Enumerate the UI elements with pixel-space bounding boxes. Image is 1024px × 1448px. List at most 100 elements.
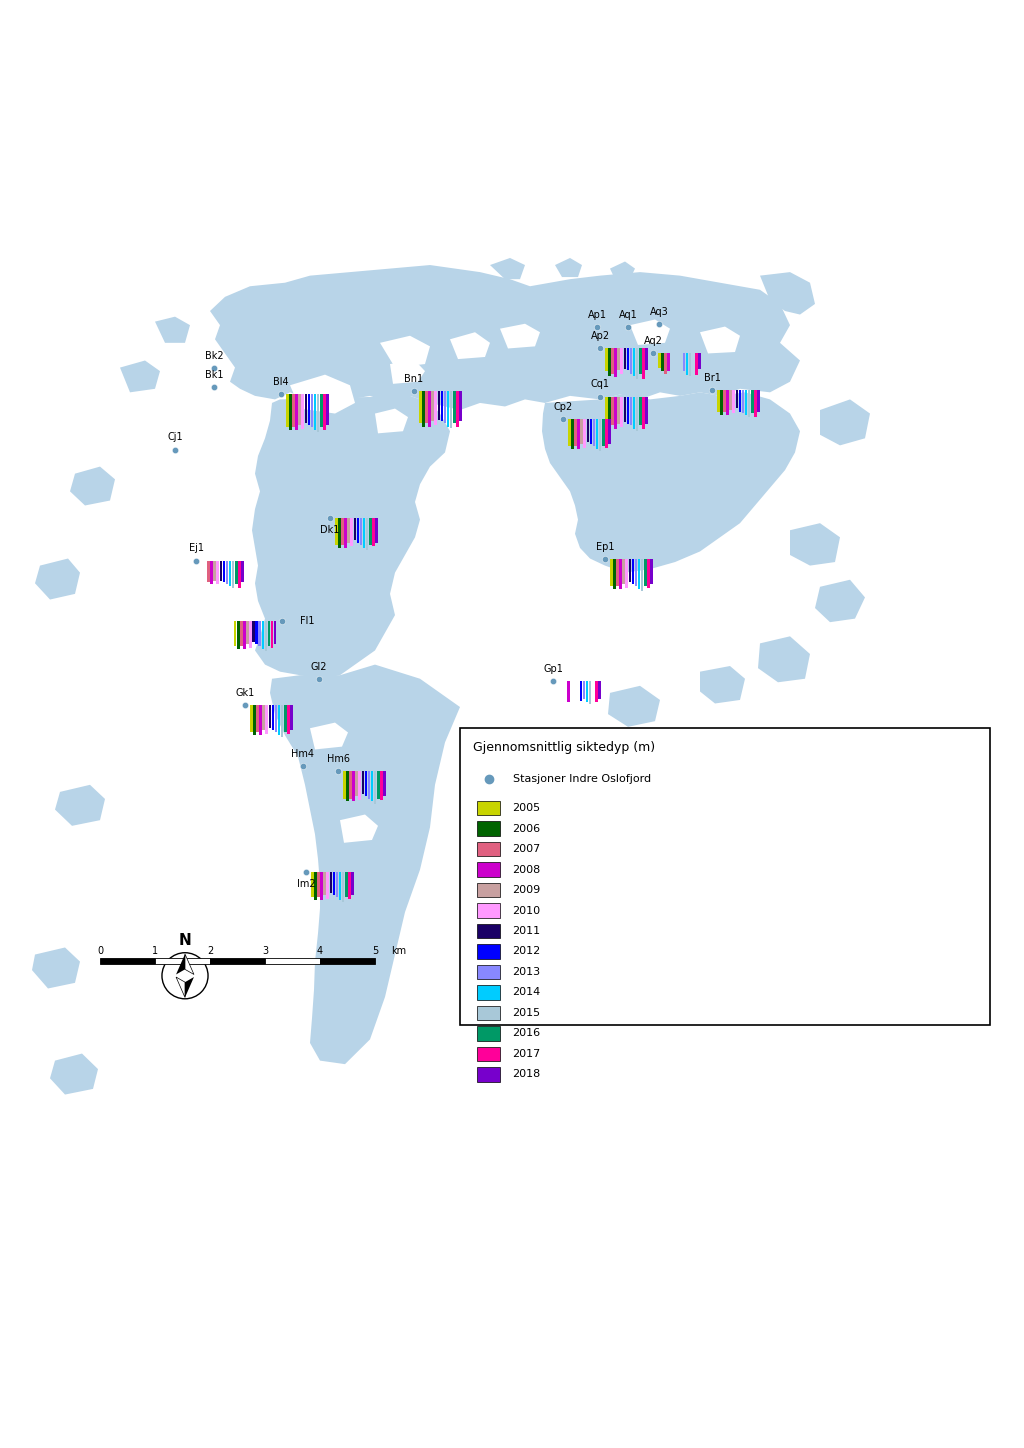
- Bar: [287, 705, 290, 734]
- Bar: [717, 390, 720, 411]
- Bar: [307, 394, 310, 424]
- Bar: [319, 959, 375, 964]
- Bar: [314, 872, 316, 901]
- Bar: [633, 349, 635, 375]
- Bar: [342, 872, 344, 902]
- Bar: [359, 517, 362, 544]
- Bar: [593, 420, 595, 446]
- Bar: [586, 681, 589, 702]
- Bar: [642, 397, 644, 429]
- Bar: [422, 391, 425, 427]
- Text: 2015: 2015: [512, 1008, 541, 1018]
- Bar: [238, 560, 241, 588]
- Bar: [456, 391, 459, 427]
- Text: Ap1: Ap1: [588, 310, 606, 320]
- Polygon shape: [610, 262, 635, 279]
- Bar: [419, 391, 422, 423]
- Bar: [644, 559, 646, 586]
- Bar: [374, 772, 377, 804]
- Bar: [605, 349, 607, 372]
- Bar: [240, 621, 243, 646]
- Bar: [477, 1067, 500, 1082]
- Polygon shape: [555, 258, 582, 277]
- Text: Fl1: Fl1: [300, 615, 315, 626]
- Bar: [428, 391, 431, 427]
- Polygon shape: [450, 332, 490, 359]
- Bar: [264, 621, 267, 650]
- Bar: [639, 397, 641, 426]
- Bar: [304, 394, 307, 423]
- Text: Ap2: Ap2: [591, 332, 609, 342]
- Bar: [689, 353, 691, 376]
- Bar: [477, 883, 500, 898]
- Bar: [757, 390, 760, 411]
- Bar: [617, 349, 620, 371]
- Bar: [744, 390, 748, 416]
- Bar: [431, 391, 434, 421]
- Bar: [274, 705, 278, 733]
- Bar: [358, 772, 361, 801]
- Bar: [668, 353, 670, 371]
- Text: Gp1: Gp1: [543, 663, 563, 673]
- Bar: [321, 872, 323, 901]
- Bar: [268, 705, 271, 728]
- Polygon shape: [460, 511, 498, 537]
- Bar: [732, 390, 735, 413]
- Bar: [578, 420, 580, 449]
- Bar: [336, 872, 338, 896]
- Bar: [477, 985, 500, 999]
- Bar: [350, 517, 353, 546]
- Bar: [369, 517, 372, 544]
- Bar: [583, 681, 586, 699]
- Bar: [255, 621, 258, 644]
- Bar: [313, 394, 316, 430]
- Bar: [754, 390, 757, 417]
- Bar: [611, 397, 613, 426]
- Bar: [344, 517, 347, 547]
- Bar: [477, 1047, 500, 1061]
- Polygon shape: [380, 336, 430, 368]
- Bar: [271, 705, 274, 730]
- Bar: [695, 353, 697, 375]
- Bar: [608, 420, 610, 445]
- Polygon shape: [490, 411, 525, 437]
- Polygon shape: [375, 408, 408, 433]
- Bar: [213, 560, 216, 581]
- Bar: [658, 353, 660, 368]
- Polygon shape: [32, 947, 80, 989]
- Polygon shape: [270, 665, 460, 1064]
- Text: Hm4: Hm4: [292, 749, 314, 759]
- Bar: [339, 872, 341, 901]
- Bar: [377, 772, 380, 799]
- Text: 2007: 2007: [512, 844, 541, 854]
- Text: Im2: Im2: [297, 879, 315, 889]
- Bar: [611, 349, 613, 374]
- Polygon shape: [490, 489, 530, 515]
- Bar: [477, 801, 500, 815]
- Bar: [650, 559, 652, 585]
- Bar: [698, 353, 700, 369]
- Bar: [319, 394, 323, 427]
- Bar: [258, 621, 261, 646]
- Bar: [155, 959, 210, 964]
- Bar: [253, 705, 256, 736]
- Bar: [624, 349, 626, 369]
- Bar: [608, 397, 610, 429]
- Text: Bk2: Bk2: [205, 350, 223, 361]
- Bar: [219, 560, 222, 581]
- Bar: [665, 353, 667, 374]
- Bar: [286, 394, 289, 427]
- Bar: [632, 559, 634, 585]
- Bar: [231, 560, 234, 588]
- Bar: [614, 349, 616, 376]
- Text: Br1: Br1: [703, 374, 721, 384]
- Bar: [372, 517, 375, 546]
- Bar: [595, 681, 598, 702]
- Bar: [207, 560, 210, 582]
- Bar: [453, 391, 456, 423]
- Bar: [477, 964, 500, 979]
- Polygon shape: [120, 361, 160, 392]
- Bar: [642, 349, 644, 378]
- Bar: [265, 705, 268, 734]
- Polygon shape: [210, 265, 800, 410]
